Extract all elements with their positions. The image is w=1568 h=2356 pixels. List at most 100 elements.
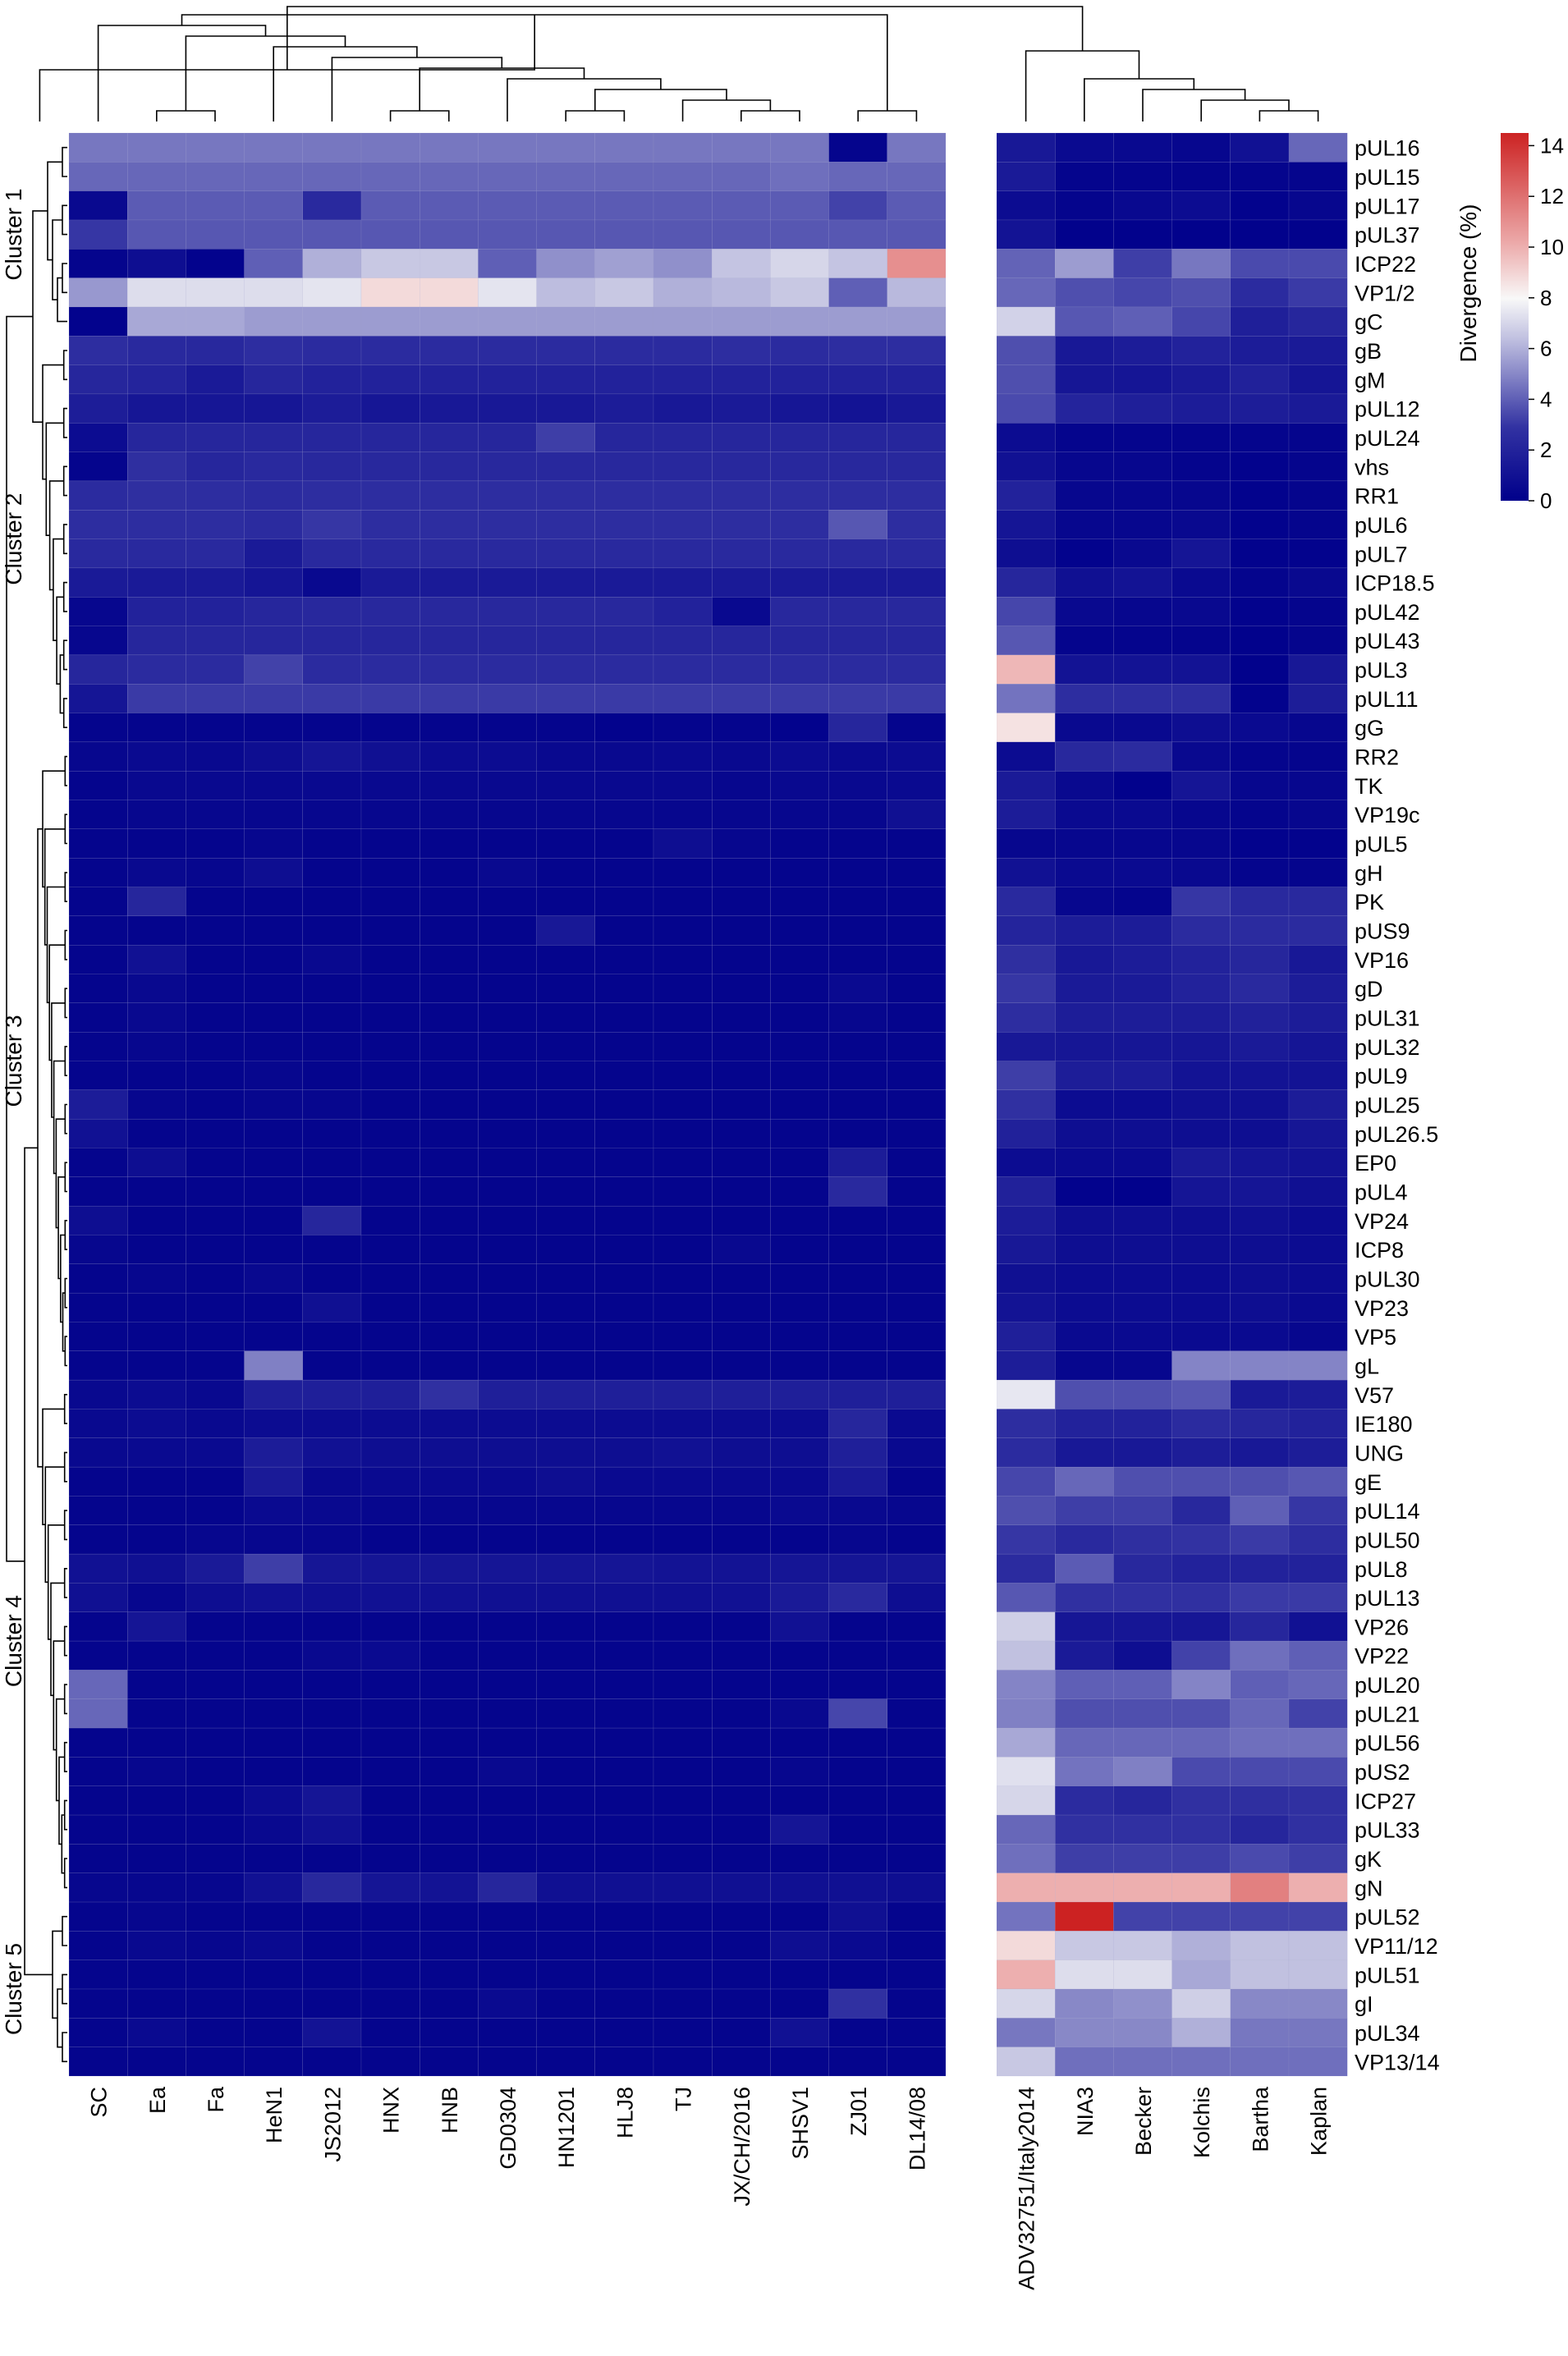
heatmap-cell	[1230, 1350, 1290, 1381]
row-label: pUL24	[1355, 426, 1420, 451]
heatmap-cell	[360, 771, 420, 800]
heatmap-cell	[1113, 597, 1172, 626]
heatmap-cell	[1054, 1148, 1114, 1178]
heatmap-cell	[712, 1466, 771, 1497]
heatmap-cell	[126, 162, 186, 191]
heatmap-cell	[594, 539, 654, 569]
heatmap-cell	[1230, 510, 1290, 539]
heatmap-cell	[1288, 626, 1348, 656]
heatmap-cell	[186, 393, 245, 424]
heatmap-cell	[420, 1437, 479, 1468]
heatmap-cell	[1113, 336, 1172, 365]
heatmap-cell	[302, 393, 362, 424]
heatmap-cell	[1288, 1844, 1348, 1873]
heatmap-cell	[1054, 974, 1114, 1004]
heatmap-cell	[420, 1176, 479, 1207]
heatmap-cell	[653, 306, 713, 337]
colorbar-title: Divergence (%)	[1456, 204, 1481, 363]
heatmap-cell	[1171, 1002, 1231, 1033]
row-label: RR2	[1355, 745, 1399, 770]
heatmap-cell	[186, 1583, 245, 1612]
heatmap-cell	[244, 1785, 304, 1816]
heatmap-cell	[360, 1235, 420, 1265]
heatmap-cell	[68, 1379, 128, 1409]
heatmap-cell	[712, 800, 771, 830]
heatmap-cell	[360, 306, 420, 337]
heatmap-cell	[712, 480, 771, 511]
heatmap-cell	[1230, 944, 1290, 974]
heatmap-cell	[594, 944, 654, 974]
heatmap-cell	[996, 1757, 1056, 1786]
heatmap-cell	[996, 1437, 1056, 1468]
heatmap-cell	[420, 1757, 479, 1786]
heatmap-cell	[887, 1698, 947, 1729]
heatmap-cell	[302, 800, 362, 830]
heatmap-cell	[536, 306, 595, 337]
heatmap-cell	[244, 915, 304, 946]
heatmap-cell	[887, 1583, 947, 1612]
heatmap-cell	[360, 1176, 420, 1207]
heatmap-cell	[536, 1931, 595, 1960]
heatmap-cell	[828, 713, 887, 743]
heatmap-cell	[712, 306, 771, 337]
heatmap-cell	[712, 1844, 771, 1873]
heatmap-cell	[653, 1524, 713, 1555]
heatmap-cell	[1054, 1814, 1114, 1845]
heatmap-cell	[68, 393, 128, 424]
heatmap-cell	[996, 1931, 1056, 1960]
heatmap-cell	[1230, 393, 1290, 424]
heatmap-cell	[653, 1670, 713, 1699]
heatmap-cell	[653, 1844, 713, 1873]
heatmap-cell	[594, 1235, 654, 1265]
heatmap-cell	[478, 2047, 537, 2077]
heatmap-cell	[653, 800, 713, 830]
heatmap-cell	[712, 510, 771, 539]
heatmap-cell	[1230, 1379, 1290, 1409]
heatmap-cell	[186, 2018, 245, 2047]
dendrogram-branch	[62, 204, 67, 236]
heatmap-cell	[536, 1496, 595, 1525]
heatmap-cell	[360, 944, 420, 974]
heatmap-cell	[360, 1785, 420, 1816]
heatmap-cell	[68, 1872, 128, 1903]
column-label: DL14/08	[905, 2087, 929, 2170]
heatmap-cell	[712, 1176, 771, 1207]
heatmap-cell	[594, 1031, 654, 1061]
heatmap-cell	[360, 2047, 420, 2077]
column-label: NIA3	[1073, 2087, 1098, 2136]
heatmap-cell	[536, 1118, 595, 1148]
heatmap-cell	[68, 1698, 128, 1729]
heatmap-cell	[1288, 1350, 1348, 1381]
heatmap-cell	[302, 1496, 362, 1525]
heatmap-cell	[887, 800, 947, 830]
heatmap-cell	[536, 249, 595, 278]
heatmap-cell	[712, 393, 771, 424]
heatmap-cell	[360, 1611, 420, 1642]
heatmap-cell	[536, 2018, 595, 2047]
heatmap-cell	[887, 190, 947, 221]
heatmap-cell	[1230, 423, 1290, 452]
heatmap-cell	[68, 1814, 128, 1845]
heatmap-cell	[712, 219, 771, 250]
heatmap-cell	[302, 1292, 362, 1322]
heatmap-cell	[1171, 162, 1231, 191]
heatmap-cell	[1054, 713, 1114, 743]
heatmap-cell	[770, 162, 829, 191]
heatmap-cell	[420, 1496, 479, 1525]
heatmap-cell	[1113, 1727, 1172, 1758]
heatmap-cell	[420, 2018, 479, 2047]
heatmap-cell	[770, 1611, 829, 1642]
heatmap-cell	[1171, 944, 1231, 974]
heatmap-cell	[1054, 1960, 1114, 1990]
heatmap-cell	[126, 828, 186, 859]
heatmap-cell	[1230, 2018, 1290, 2047]
heatmap-cell	[653, 713, 713, 743]
heatmap-cell	[360, 336, 420, 365]
heatmap-cell	[126, 771, 186, 800]
heatmap-cell	[1230, 2047, 1290, 2077]
heatmap-cell	[996, 1670, 1056, 1699]
heatmap-cell	[653, 1698, 713, 1729]
heatmap-cell	[302, 1757, 362, 1786]
row-label: pUL9	[1355, 1064, 1408, 1089]
heatmap-cell	[68, 364, 128, 395]
